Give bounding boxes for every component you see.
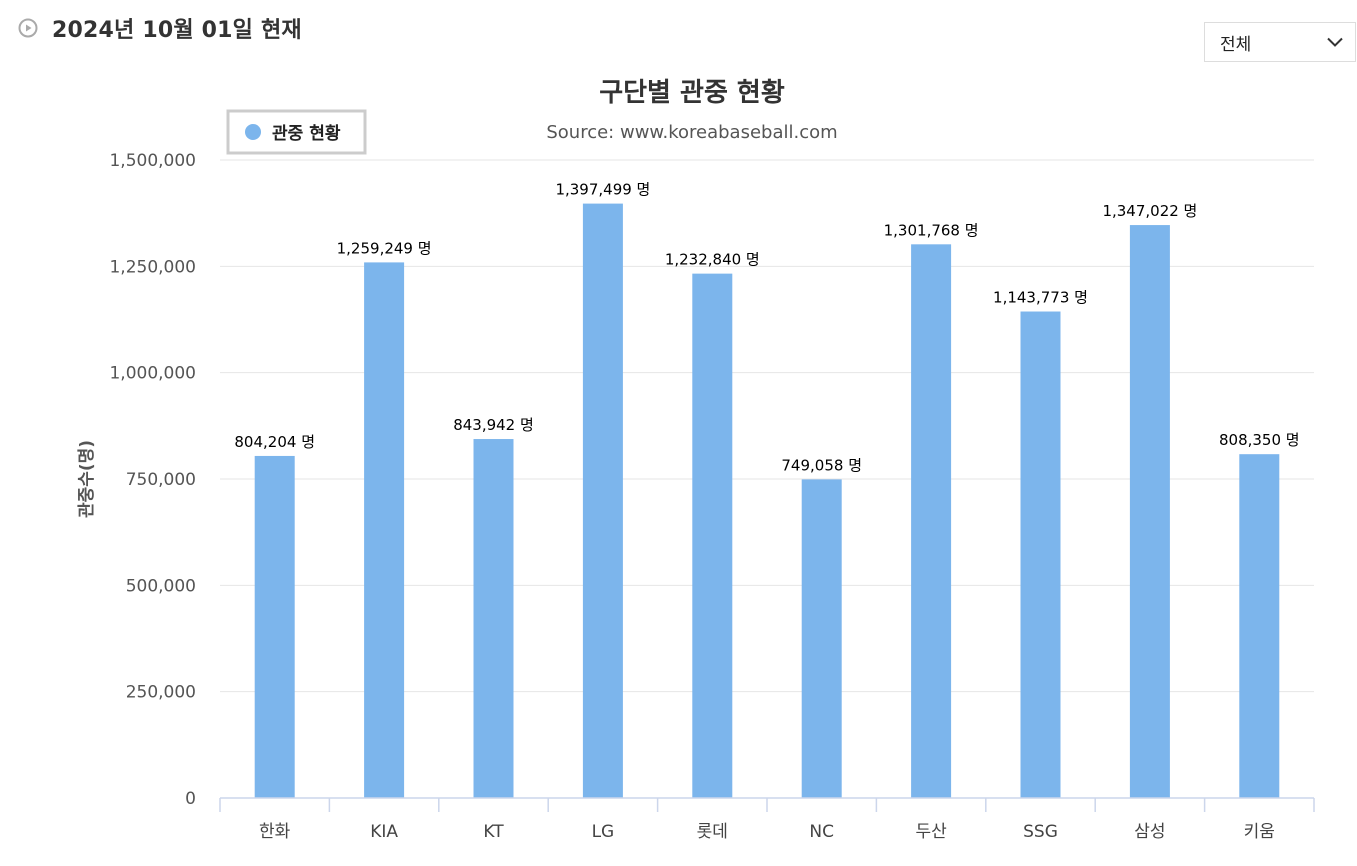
data-label: 808,350 명 — [1219, 431, 1300, 449]
y-tick-label: 1,500,000 — [109, 151, 196, 171]
as-of-date: 2024년 10월 01일 현재 — [52, 18, 302, 43]
bar[interactable] — [254, 455, 295, 798]
bar[interactable] — [911, 244, 952, 798]
bar[interactable] — [801, 479, 842, 798]
data-label: 749,058 명 — [781, 456, 862, 474]
y-axis-label: 관중수(명) — [77, 440, 97, 518]
legend-label: 관중 현황 — [272, 124, 341, 144]
y-tick-label: 1,250,000 — [109, 257, 196, 277]
data-label: 1,143,773 명 — [993, 289, 1088, 307]
bar[interactable] — [582, 203, 623, 798]
bar[interactable] — [364, 262, 405, 798]
x-tick-label: 한화 — [259, 822, 291, 842]
x-tick-label: LG — [592, 822, 615, 842]
data-label: 1,232,840 명 — [665, 251, 760, 269]
y-tick-label: 250,000 — [126, 683, 196, 703]
chart-subtitle: Source: www.koreabaseball.com — [546, 122, 837, 143]
x-tick-label: 키움 — [1244, 822, 1275, 842]
bar[interactable] — [1020, 311, 1061, 798]
x-tick-label: KIA — [370, 822, 398, 842]
y-tick-label: 500,000 — [126, 576, 196, 596]
chevron-down-icon — [1327, 37, 1343, 47]
data-label: 1,397,499 명 — [555, 181, 650, 199]
y-tick-label: 1,000,000 — [109, 364, 196, 384]
x-tick-label: 두산 — [915, 822, 947, 842]
x-tick-label: KT — [483, 822, 504, 842]
data-label: 1,259,249 명 — [337, 239, 432, 257]
x-tick-label: NC — [809, 822, 834, 842]
legend-swatch — [245, 124, 261, 140]
y-axis-ticks: 0 250,000 500,000 750,000 1,000,000 1,250,000… — [109, 151, 196, 809]
bars — [254, 203, 1280, 798]
bar[interactable] — [1239, 454, 1280, 798]
legend[interactable]: 관중 현황 — [226, 109, 367, 155]
y-tick-label: 0 — [185, 789, 196, 809]
team-filter-value: 전체 — [1220, 34, 1252, 55]
bar[interactable] — [1129, 225, 1170, 798]
x-tick-label: 롯데 — [697, 822, 728, 842]
x-tick-label: SSG — [1023, 822, 1058, 842]
data-label: 804,204 명 — [234, 433, 315, 451]
team-filter-select[interactable]: 전체 — [1204, 22, 1356, 62]
chart-title: 구단별 관중 현황 — [599, 78, 785, 108]
data-label: 1,347,022 명 — [1102, 202, 1197, 220]
x-tick-label: 삼성 — [1134, 822, 1165, 842]
data-label: 1,301,768 명 — [884, 221, 979, 239]
y-tick-label: 750,000 — [126, 470, 196, 490]
x-axis: 한화 KIA KT LG 롯데 NC 두산 SSG 삼성 키움 — [219, 797, 1315, 842]
data-label: 843,942 명 — [453, 416, 534, 434]
bar[interactable] — [692, 273, 733, 798]
bar[interactable] — [473, 439, 514, 798]
date-header: 2024년 10월 01일 현재 — [18, 12, 302, 44]
data-labels: 804,204 명 1,259,249 명 843,942 명 1,397,499 명… — [234, 181, 1299, 475]
play-circle-icon — [18, 18, 38, 38]
